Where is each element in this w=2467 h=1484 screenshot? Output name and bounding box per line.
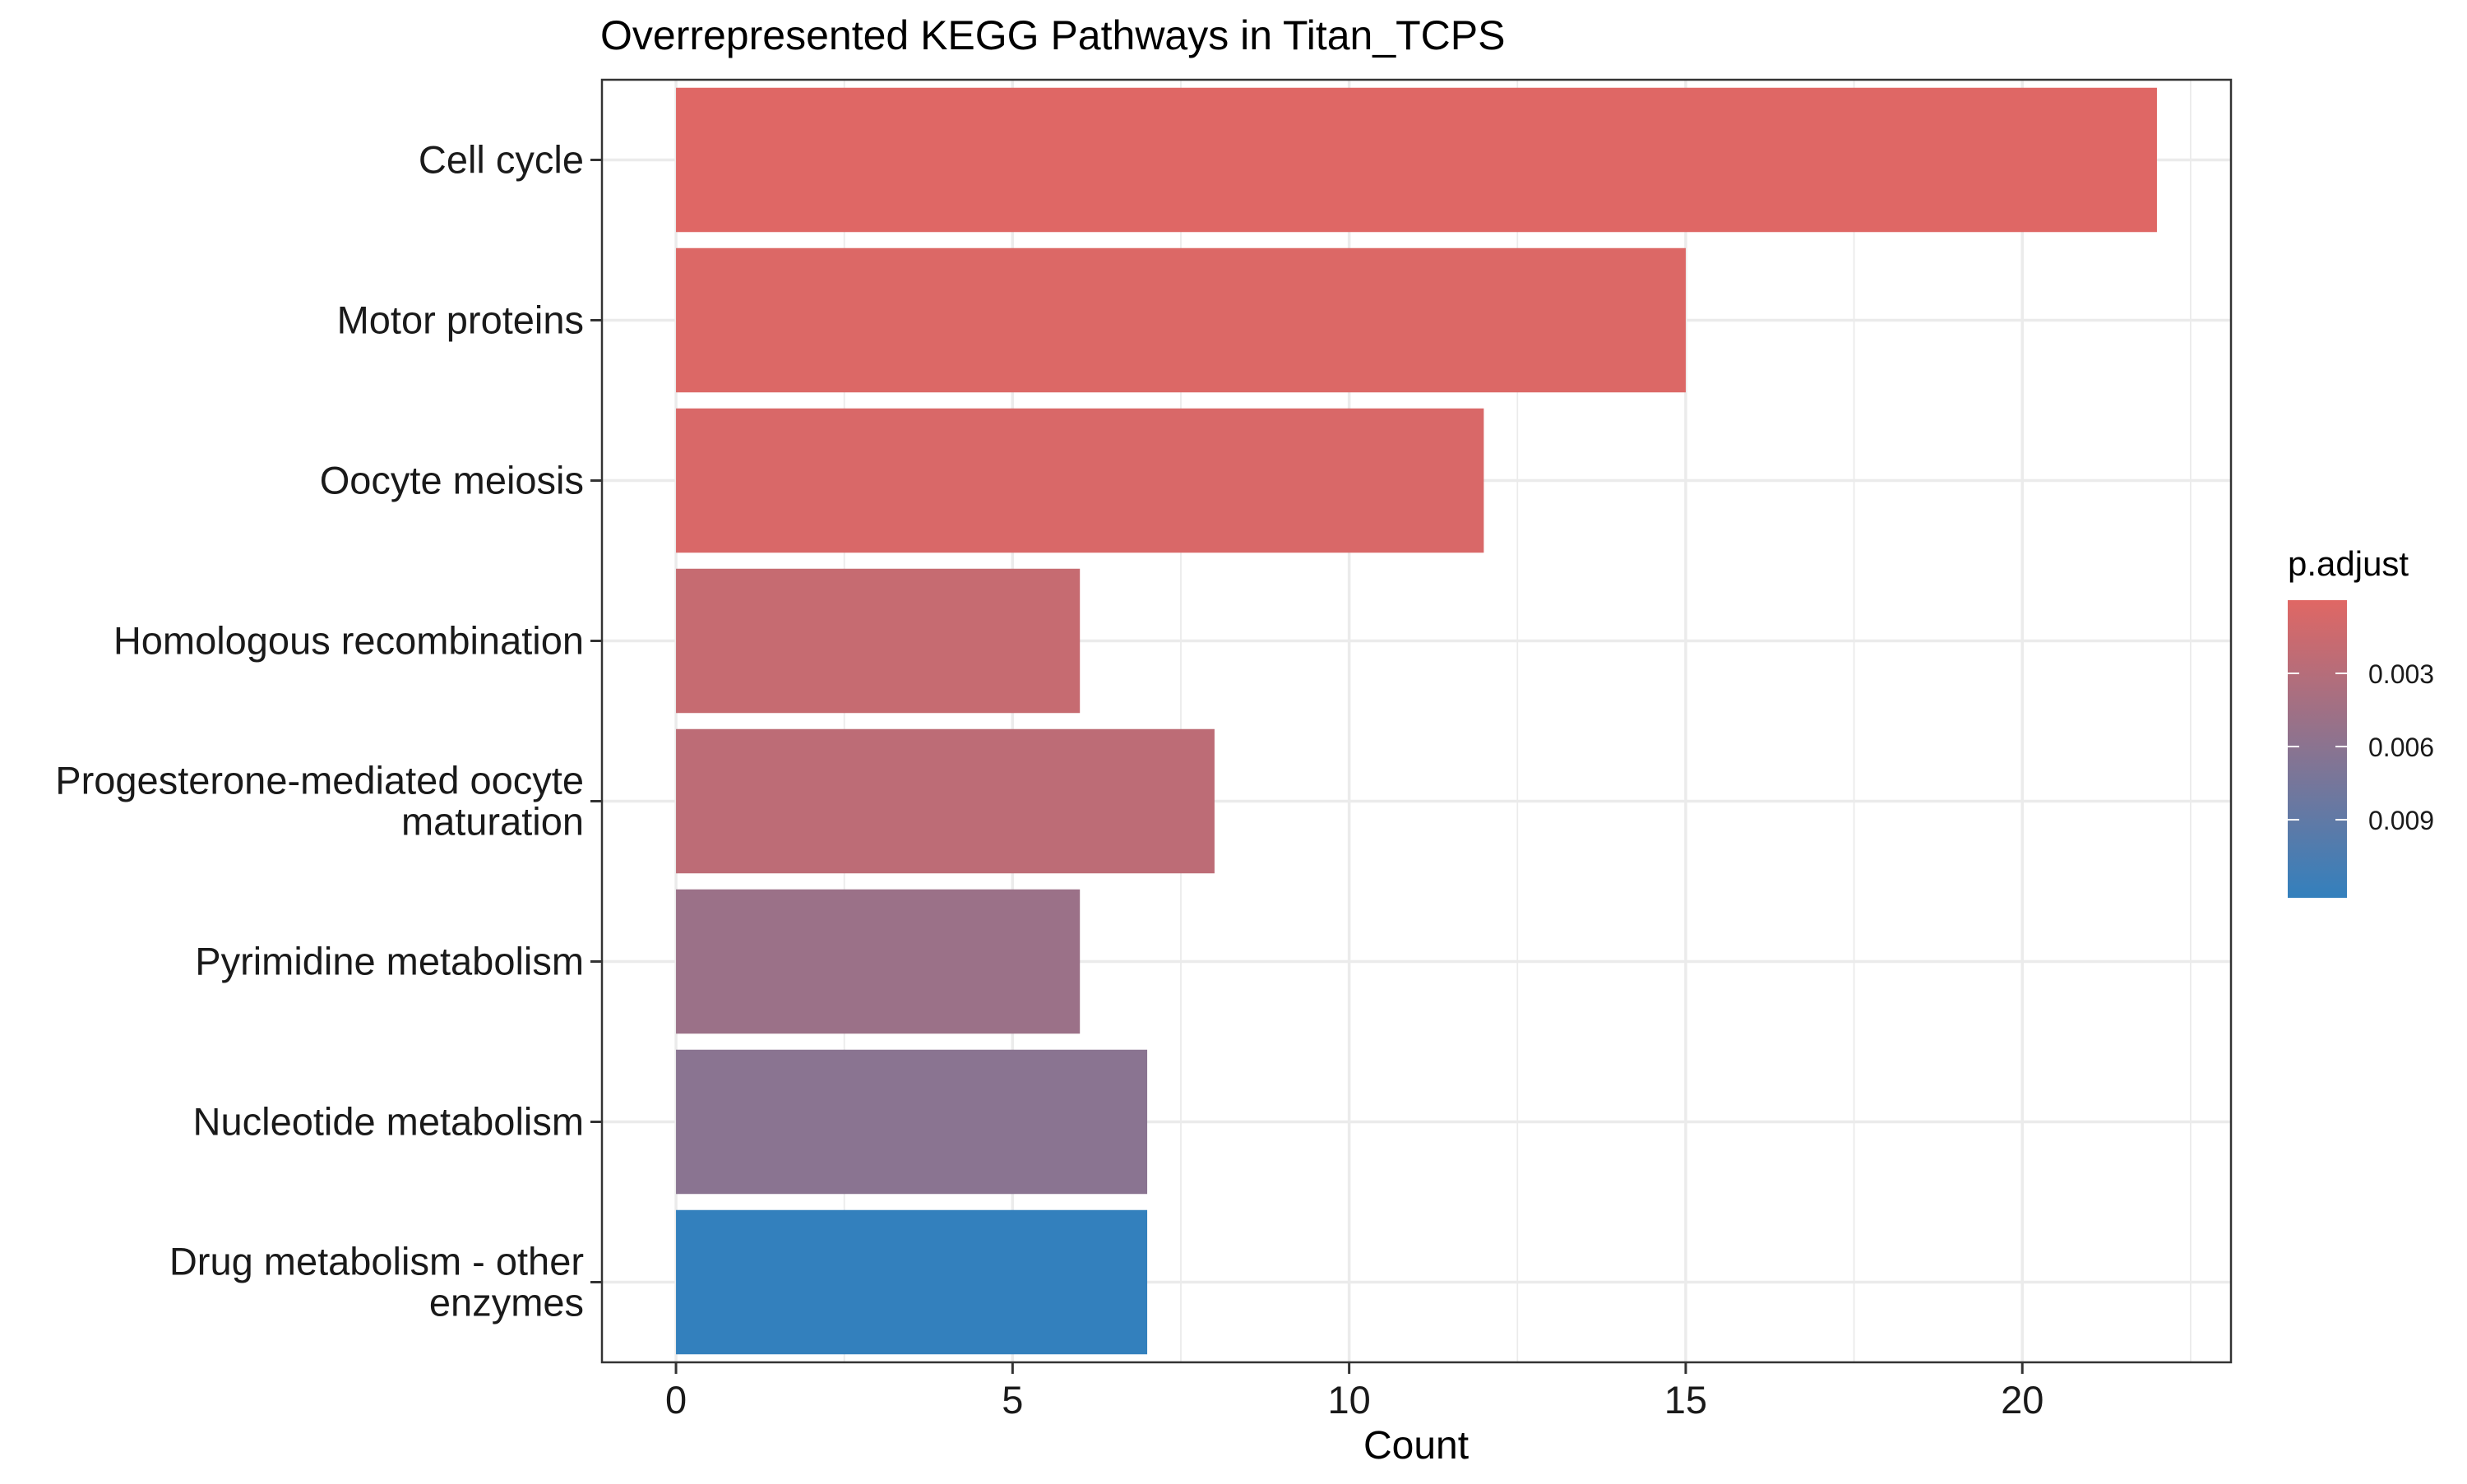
plot-panel-border bbox=[600, 78, 2233, 1364]
x-tick-label: 5 bbox=[1002, 1378, 1023, 1422]
legend: p.adjust 0.003 0.006 0.009 bbox=[2288, 544, 2434, 898]
y-tick-label: Homologous recombination bbox=[113, 619, 584, 663]
x-axis: 0 5 10 15 20 bbox=[665, 1362, 2043, 1422]
chart-title: Overrepresented KEGG Pathways in Titan_T… bbox=[600, 12, 1506, 58]
bar bbox=[676, 889, 1081, 1034]
y-tick-label: Progesterone-mediated oocyte maturation bbox=[55, 759, 584, 844]
bar bbox=[676, 87, 2157, 233]
x-tick-label: 0 bbox=[665, 1378, 687, 1422]
bar bbox=[676, 408, 1484, 553]
y-tick-label: Pyrimidine metabolism bbox=[195, 940, 584, 983]
legend-tick-label: 0.006 bbox=[2368, 733, 2434, 762]
legend-tick-label: 0.003 bbox=[2368, 659, 2434, 689]
x-tick-label: 10 bbox=[1327, 1378, 1370, 1422]
y-tick-label: Motor proteins bbox=[337, 298, 584, 342]
bars bbox=[676, 87, 2157, 1355]
bar bbox=[676, 728, 1215, 874]
bar bbox=[676, 568, 1081, 714]
y-tick-label: Drug metabolism - other enzymes bbox=[169, 1240, 584, 1325]
legend-title: p.adjust bbox=[2288, 544, 2409, 583]
y-tick-label: Oocyte meiosis bbox=[320, 459, 584, 502]
x-tick-label: 15 bbox=[1664, 1378, 1707, 1422]
bar bbox=[676, 1209, 1148, 1355]
legend-colorbar bbox=[2288, 600, 2347, 898]
legend-ticks: 0.003 0.006 0.009 bbox=[2288, 659, 2434, 835]
bar bbox=[676, 1049, 1148, 1195]
bar bbox=[676, 247, 1686, 393]
legend-tick-label: 0.009 bbox=[2368, 806, 2434, 835]
y-axis: Cell cycle Motor proteins Oocyte meiosis Ho… bbox=[55, 138, 602, 1325]
x-axis-label: Count bbox=[1363, 1424, 1469, 1468]
y-tick-label: Cell cycle bbox=[419, 138, 584, 182]
x-tick-label: 20 bbox=[2001, 1378, 2043, 1422]
y-tick-label: Nucleotide metabolism bbox=[193, 1100, 584, 1144]
